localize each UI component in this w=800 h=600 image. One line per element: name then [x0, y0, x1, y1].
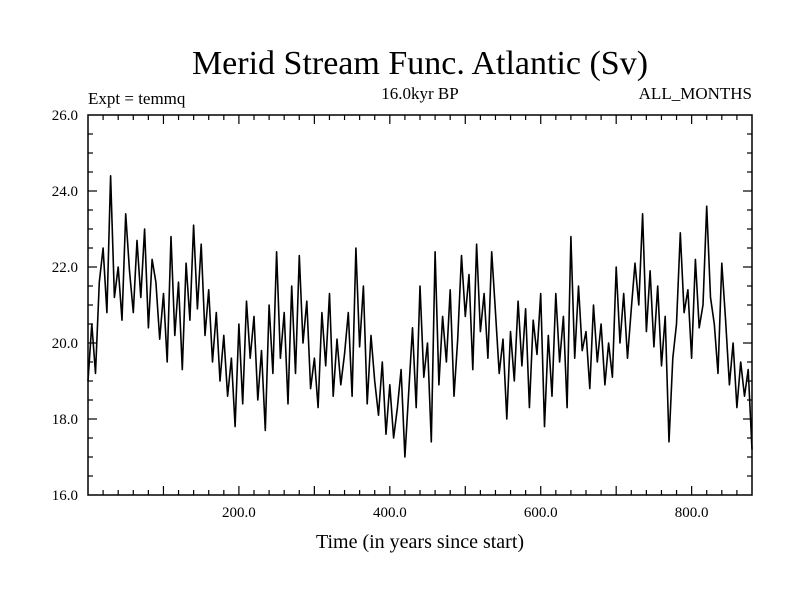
series-line-0: [87, 175, 753, 458]
y-tick-label: 18.0: [52, 412, 78, 428]
x-axis-ticks: 200.0 400.0 600.0 800.0: [102, 115, 738, 521]
y-tick-label: 16.0: [52, 488, 78, 504]
x-tick-label: 200.0: [222, 505, 256, 521]
chart-subtitle-right: ALL_MONTHS: [639, 84, 752, 103]
series-layer: [87, 175, 753, 458]
y-tick-label: 22.0: [52, 260, 78, 276]
x-tick-label: 800.0: [675, 505, 709, 521]
y-axis-ticks: 16.0 18.0 20.0 22.0 24.0 26.0: [52, 108, 752, 504]
y-tick-label: 20.0: [52, 336, 78, 352]
x-tick-label: 400.0: [373, 505, 407, 521]
x-tick-label: 600.0: [524, 505, 558, 521]
chart-subtitle-left: Expt = temmq: [88, 89, 186, 108]
y-tick-label: 24.0: [52, 184, 78, 200]
x-axis-label: Time (in years since start): [316, 531, 524, 553]
y-tick-label: 26.0: [52, 108, 78, 124]
chart-subtitle-center: 16.0kyr BP: [381, 84, 458, 103]
chart-title: Merid Stream Func. Atlantic (Sv): [192, 45, 648, 82]
